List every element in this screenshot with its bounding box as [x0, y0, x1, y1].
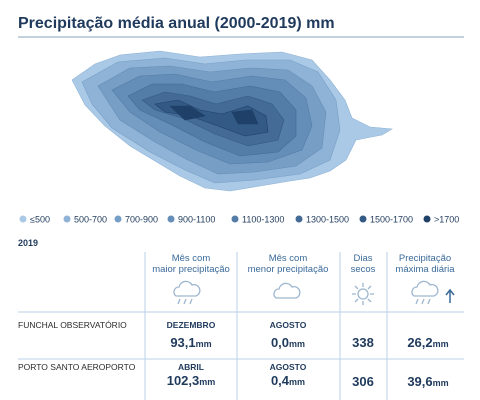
value-unit: mm: [433, 378, 449, 388]
value-number: 93,1: [170, 335, 195, 350]
value-unit: mm: [289, 377, 305, 387]
legend-swatch: [63, 215, 71, 223]
legend-label: ≤500: [30, 215, 50, 225]
legend-label: >1700: [434, 215, 459, 225]
month: ABRIL: [178, 362, 204, 372]
legend-label: 700-900: [125, 215, 158, 225]
column-header: Mês com: [269, 253, 308, 264]
column-header: Dias: [353, 253, 372, 264]
value: 93,1mm: [170, 335, 211, 350]
value-unit: mm: [433, 339, 449, 349]
legend-swatch: [295, 215, 303, 223]
sun-icon: [352, 283, 374, 305]
title: Precipitação média anual (2000-2019) mm: [18, 15, 335, 32]
legend-label: 1500-1700: [370, 215, 413, 225]
legend-swatch: [231, 215, 239, 223]
value-number: 102,3: [167, 373, 200, 388]
map: [71, 50, 393, 192]
map-layer: [169, 105, 259, 125]
value-unit: mm: [289, 339, 305, 349]
daily-max: 26,2mm: [407, 335, 448, 350]
dry-days: 306: [352, 374, 374, 389]
column-header: maior precipitação: [152, 264, 230, 275]
legend-swatch: [359, 215, 367, 223]
column-header: Mês com: [172, 253, 211, 264]
dry-days: 338: [352, 335, 374, 350]
column-header: menor precipitação: [248, 264, 329, 275]
rain-cloud-icon: [173, 280, 201, 305]
value: 102,3mm: [167, 373, 216, 388]
column-header: máxima diária: [395, 264, 455, 275]
value-unit: mm: [199, 377, 215, 387]
value-number: 0,4: [271, 373, 290, 388]
year: 2019: [18, 238, 38, 248]
legend-swatch: [19, 215, 27, 223]
value-number: 39,6: [407, 374, 432, 389]
legend-label: 900-1100: [178, 215, 215, 225]
value-unit: mm: [196, 339, 212, 349]
legend: ≤500 500-700 700-900 900-1100 1100-1300 1300-…: [19, 215, 459, 225]
station-name: PORTO SANTO AEROPORTO: [18, 362, 136, 372]
legend-swatch: [423, 215, 431, 223]
rain-max-icon: [411, 280, 455, 305]
legend-swatch: [167, 215, 175, 223]
value: 0,4mm: [271, 373, 305, 388]
value-number: 26,2: [407, 335, 432, 350]
cloud-icon: [273, 282, 301, 299]
legend-label: 500-700: [74, 215, 107, 225]
month: AGOSTO: [270, 362, 307, 372]
station-name: FUNCHAL OBSERVATÓRIO: [18, 320, 127, 330]
month: AGOSTO: [270, 320, 307, 330]
legend-swatch: [114, 215, 122, 223]
value-number: 0,0: [271, 335, 289, 350]
value: 0,0mm: [271, 335, 305, 350]
column-header: Precipitação: [399, 253, 451, 264]
legend-label: 1100-1300: [242, 215, 284, 225]
month: DEZEMBRO: [167, 320, 216, 330]
legend-label: 1300-1500: [306, 215, 349, 225]
daily-max: 39,6mm: [407, 374, 448, 389]
column-header: secos: [351, 264, 376, 275]
